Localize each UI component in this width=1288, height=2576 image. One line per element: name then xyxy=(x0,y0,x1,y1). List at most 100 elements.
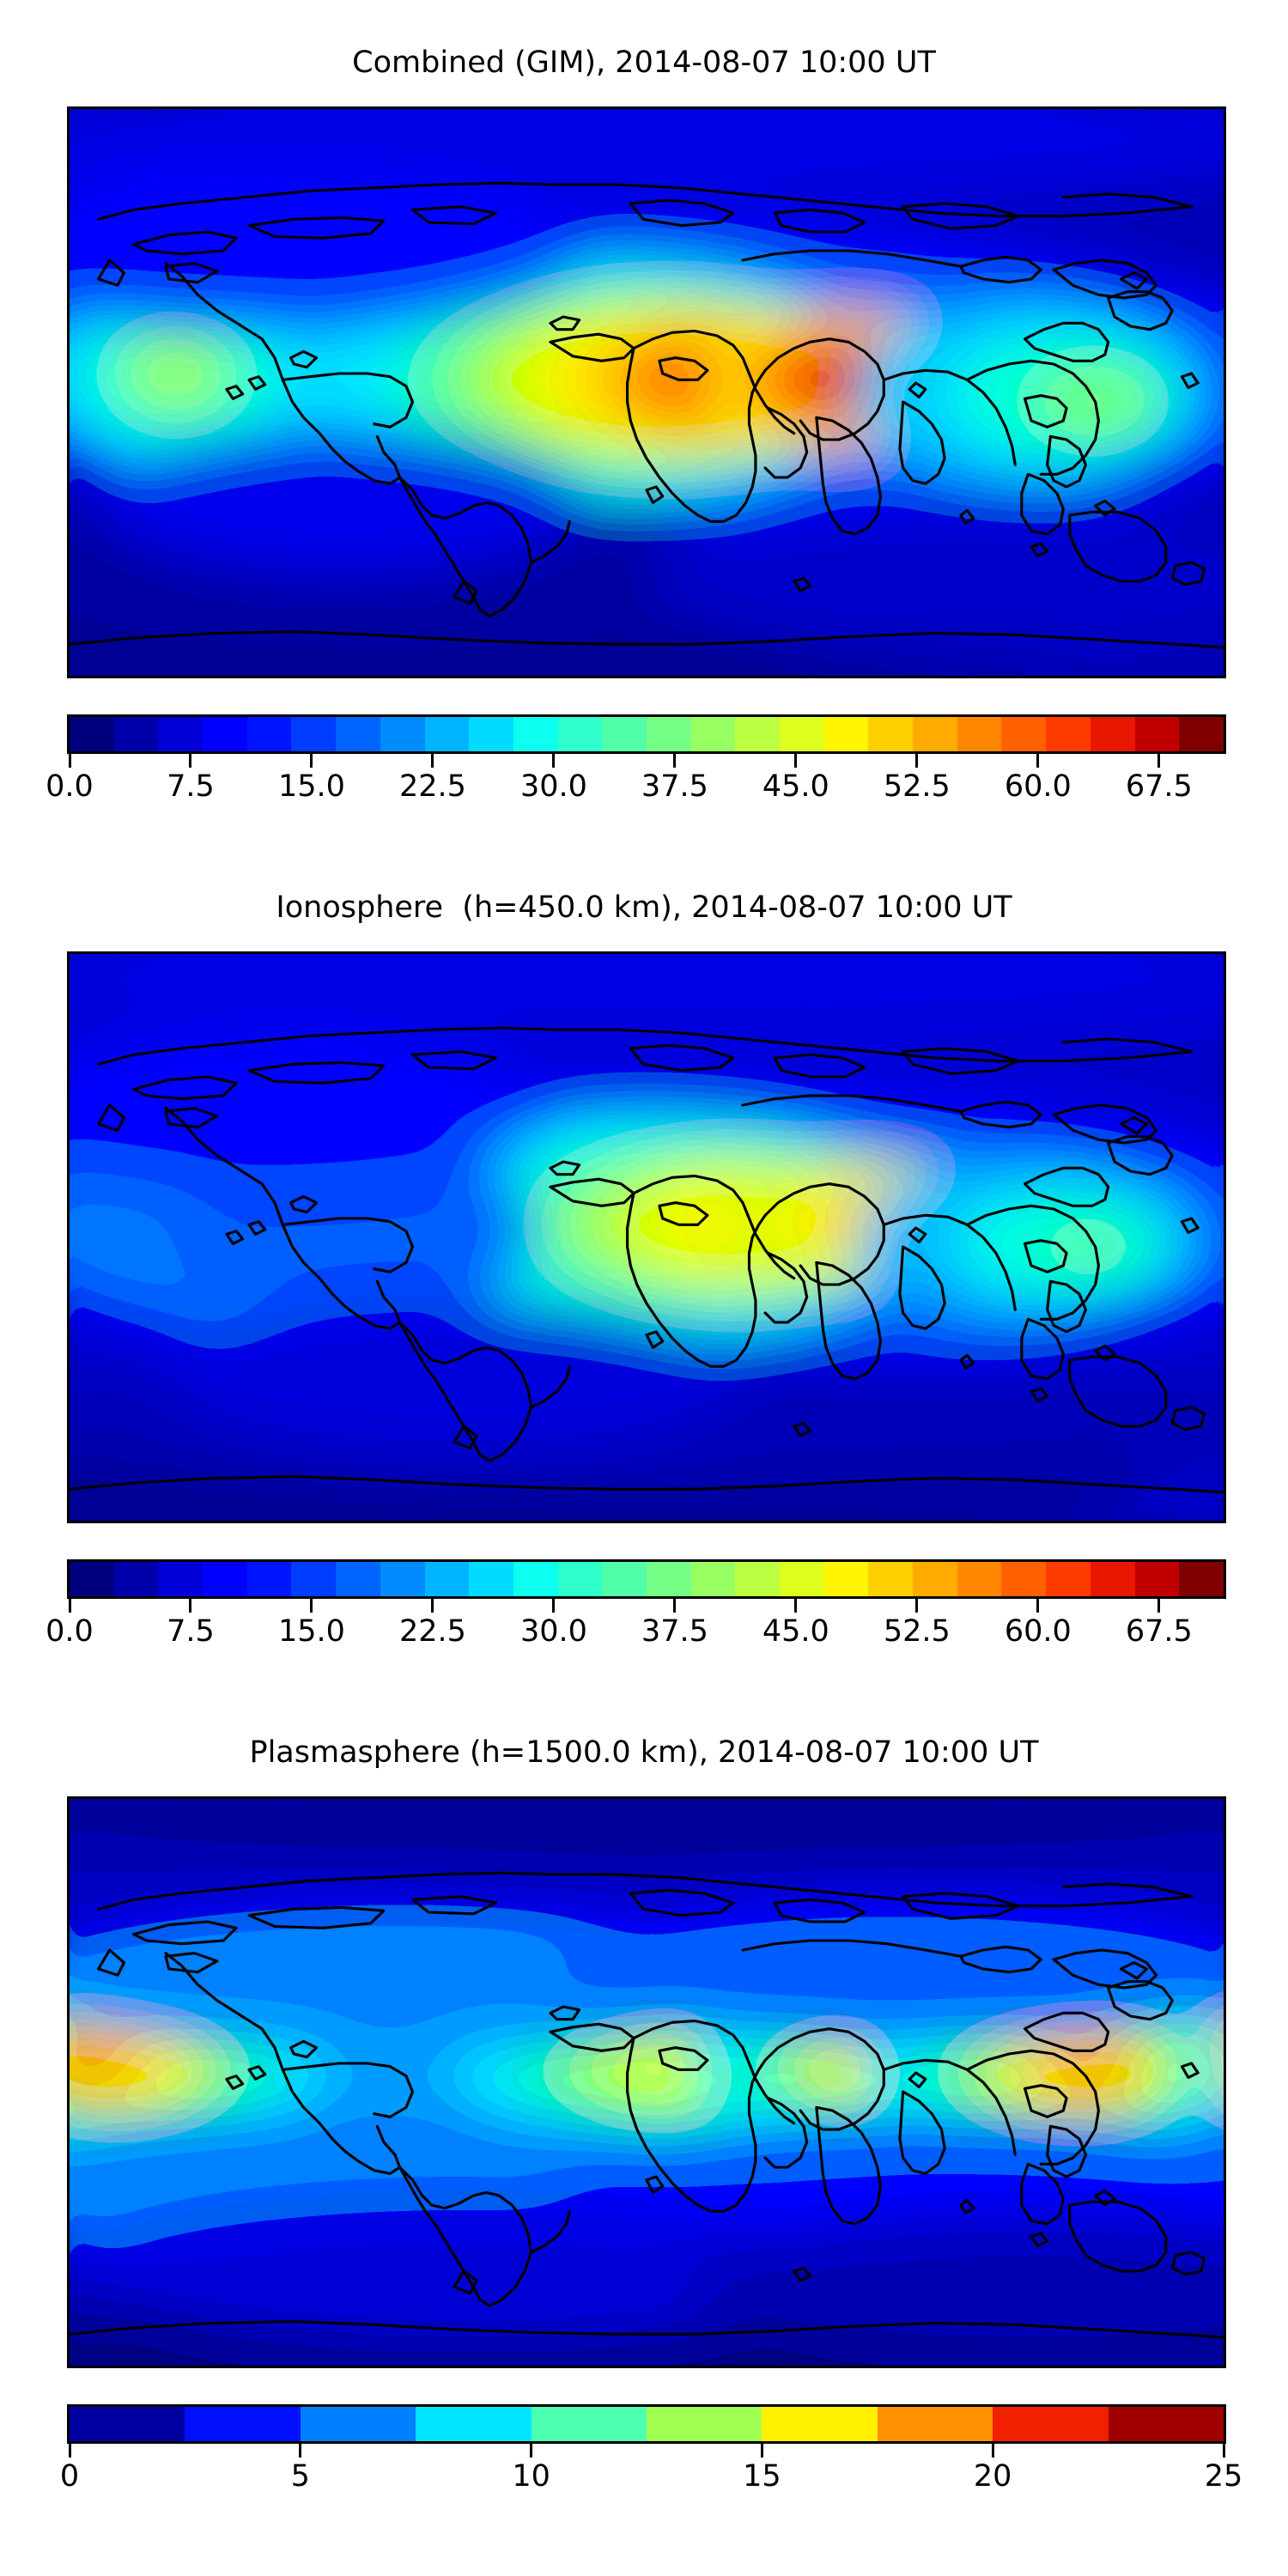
colorbar-segment xyxy=(1134,717,1180,751)
colorbar-tick xyxy=(1157,754,1161,768)
colorbar-segment xyxy=(1090,717,1135,751)
colorbar-segment xyxy=(203,717,247,751)
colorbar-segment xyxy=(1179,1562,1224,1596)
colorbar-tick xyxy=(530,2444,533,2458)
colorbar-segment xyxy=(246,717,292,751)
contour-field-ionosphere xyxy=(70,954,1224,1521)
colorbar-tick xyxy=(68,2444,71,2458)
colorbar-tick xyxy=(68,754,71,768)
colorbar-ticks-2 xyxy=(67,1599,1226,1614)
map-plasmasphere xyxy=(67,1796,1226,2368)
colorbar-tick-label: 15.0 xyxy=(277,1614,345,1649)
map-combined-gim xyxy=(67,106,1226,678)
colorbar-combined-gim: 0.0 7.5 15.0 22.5 30.0 37.5 45.0 52.5 60.0 67.5 xyxy=(46,714,1226,807)
panel-ionosphere: Ionosphere (h=450.0 km), 2014-08-07 10:0… xyxy=(0,0,1288,1649)
colorbar-tick xyxy=(552,754,556,768)
colorbar-segment xyxy=(602,1562,647,1596)
colorbar-segment xyxy=(957,717,1002,751)
colorbar-segment xyxy=(424,717,470,751)
colorbar-tick-label: 0.0 xyxy=(46,769,94,804)
colorbar-tick xyxy=(1036,754,1040,768)
colorbar-tick xyxy=(310,754,313,768)
coastlines-ionosphere xyxy=(70,1026,1224,1494)
colorbar-segment xyxy=(380,717,425,751)
panel-title-ionosphere: Ionosphere (h=450.0 km), 2014-08-07 10:0… xyxy=(276,890,1012,925)
colorbar-tick xyxy=(189,754,192,768)
colorbar-segment xyxy=(246,1562,292,1596)
colorbar-segment xyxy=(1108,2407,1224,2441)
colorbar-tick-label: 30.0 xyxy=(519,1614,587,1649)
colorbar-segment xyxy=(1134,1562,1180,1596)
colorbar-tick-label: 45.0 xyxy=(762,769,829,804)
colorbar-segment xyxy=(70,2407,185,2441)
colorbar-segment xyxy=(113,717,159,751)
colorbar-segment xyxy=(557,1562,603,1596)
colorbar-segment xyxy=(416,2407,532,2441)
colorbar-segment xyxy=(513,1562,558,1596)
colorbar-tick xyxy=(794,1599,798,1613)
colorbar-segment xyxy=(513,717,558,751)
map-canvas-plasmasphere xyxy=(70,1799,1224,2366)
colorbar-tick-label: 67.5 xyxy=(1125,769,1193,804)
colorbar-segment xyxy=(113,1562,159,1596)
colorbar-segment xyxy=(158,717,204,751)
colorbar-segment xyxy=(1001,717,1047,751)
colorbar-plasmasphere: 0 5 10 15 20 25 xyxy=(60,2404,1242,2497)
colorbar-tick-label: 7.5 xyxy=(167,1614,215,1649)
colorbar-segment xyxy=(913,1562,957,1596)
colorbar-tick-label: 7.5 xyxy=(167,769,215,804)
colorbar-segment xyxy=(823,1562,869,1596)
colorbar-segment xyxy=(1001,1562,1047,1596)
colorbar-segment xyxy=(380,1562,425,1596)
colorbar-tick-label: 45.0 xyxy=(762,1614,829,1649)
colorbar-segment xyxy=(469,717,513,751)
colorbar-tick xyxy=(552,1599,556,1613)
colorbar-ticks-1 xyxy=(67,754,1226,769)
panel-title-plasmasphere: Plasmasphere (h=1500.0 km), 2014-08-07 1… xyxy=(249,1735,1039,1770)
colorbar-tick xyxy=(673,754,677,768)
coastlines-combined-gim xyxy=(70,181,1224,649)
colorbar-segment xyxy=(646,1562,691,1596)
colorbar-gradient-2 xyxy=(67,1559,1226,1599)
colorbar-tick xyxy=(991,2444,994,2458)
colorbar-gradient-1 xyxy=(67,714,1226,754)
colorbar-segment xyxy=(735,717,780,751)
colorbar-segment xyxy=(1090,1562,1135,1596)
colorbar-segment xyxy=(557,717,603,751)
colorbar-tick xyxy=(431,754,434,768)
colorbar-segment xyxy=(531,2407,647,2441)
colorbar-segment xyxy=(647,2407,762,2441)
colorbar-labels-2: 0.0 7.5 15.0 22.5 30.0 37.5 45.0 52.5 60.0 67.5 xyxy=(46,1614,1226,1652)
colorbar-segment xyxy=(913,717,957,751)
colorbar-segment xyxy=(780,1562,824,1596)
colorbar-tick xyxy=(673,1599,677,1613)
colorbar-segment xyxy=(1179,717,1224,751)
colorbar-segment xyxy=(823,717,869,751)
colorbar-segment xyxy=(336,717,380,751)
map-canvas-ionosphere xyxy=(70,954,1224,1521)
colorbar-segment xyxy=(424,1562,470,1596)
colorbar-segment xyxy=(70,1562,114,1596)
colorbar-tick xyxy=(431,1599,434,1613)
colorbar-tick-label: 52.5 xyxy=(883,1614,951,1649)
colorbar-tick xyxy=(299,2444,302,2458)
colorbar-tick xyxy=(1036,1599,1040,1613)
colorbar-segment xyxy=(868,717,914,751)
colorbar-tick xyxy=(310,1599,313,1613)
colorbar-segment xyxy=(1046,717,1091,751)
colorbar-tick-label: 67.5 xyxy=(1125,1614,1193,1649)
colorbar-tick xyxy=(189,1599,192,1613)
colorbar-segment xyxy=(993,2407,1109,2441)
colorbar-segment xyxy=(300,2407,416,2441)
colorbar-tick-label: 5 xyxy=(290,2459,310,2494)
colorbar-tick-label: 10 xyxy=(512,2459,550,2494)
colorbar-segment xyxy=(762,2407,878,2441)
map-canvas-combined-gim xyxy=(70,109,1224,676)
colorbar-tick-label: 60.0 xyxy=(1004,769,1072,804)
colorbar-segment xyxy=(1046,1562,1091,1596)
colorbar-tick-label: 25 xyxy=(1204,2459,1243,2494)
colorbar-segment xyxy=(336,1562,380,1596)
colorbar-tick-label: 15.0 xyxy=(277,769,345,804)
colorbar-segment xyxy=(70,717,114,751)
colorbar-labels-3: 0 5 10 15 20 25 xyxy=(60,2459,1242,2497)
